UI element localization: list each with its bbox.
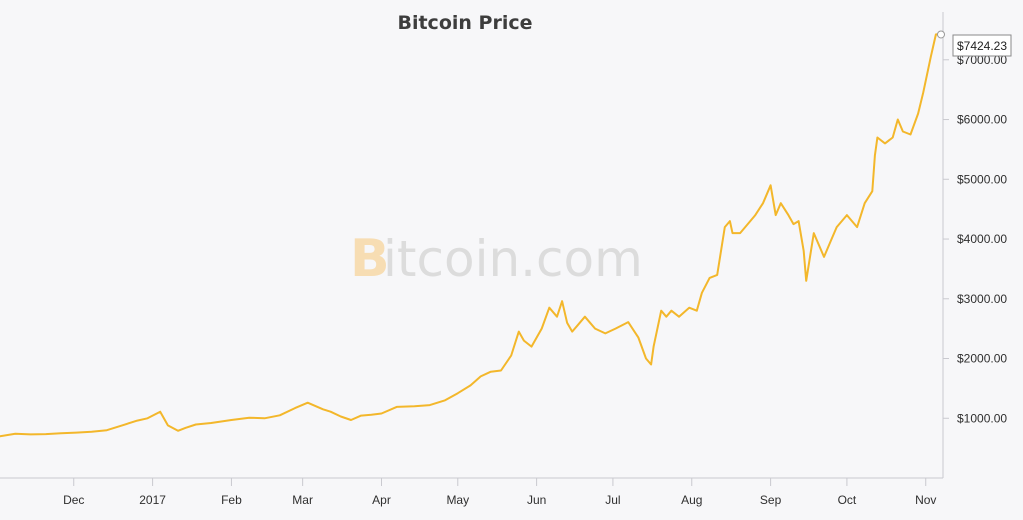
y-axis: $1000.00 $2000.00 $3000.00 $4000.00 $5000.00… [943, 53, 1007, 425]
watermark: B itcoin.com [350, 229, 643, 289]
y-tick-label: $4000.00 [957, 232, 1007, 246]
x-tick-label: May [446, 493, 469, 507]
y-tick-label: $1000.00 [957, 411, 1007, 425]
x-tick-label: Apr [372, 493, 391, 507]
last-point-marker [937, 30, 945, 39]
x-tick-label: Jun [527, 493, 546, 507]
watermark-bitcoin-logo: B [350, 229, 390, 289]
y-tick-label: $2000.00 [957, 352, 1007, 366]
last-value-box [952, 34, 1012, 57]
x-axis: Dec 2017 Feb Mar Apr May Jun Jul Aug Sep Oct Nov [63, 478, 936, 507]
x-tick-label: Mar [292, 493, 313, 507]
x-tick-label: 2017 [139, 493, 166, 507]
x-tick-label: Sep [760, 493, 782, 507]
x-tick-label: Jul [605, 493, 620, 507]
last-value-label: $7424.23 [957, 39, 1007, 53]
watermark-text: itcoin.com [383, 230, 643, 288]
x-tick-label: Feb [221, 493, 242, 507]
price-series-line [0, 33, 942, 438]
y-tick-label: $3000.00 [957, 292, 1007, 306]
y-tick-label: $5000.00 [957, 172, 1007, 186]
y-tick-label: $6000.00 [957, 113, 1007, 127]
x-tick-label: Aug [681, 493, 702, 507]
chart-title: Bitcoin Price [397, 12, 532, 34]
x-tick-label: Oct [838, 493, 857, 507]
x-tick-label: Dec [63, 493, 84, 507]
x-tick-label: Nov [915, 493, 936, 507]
